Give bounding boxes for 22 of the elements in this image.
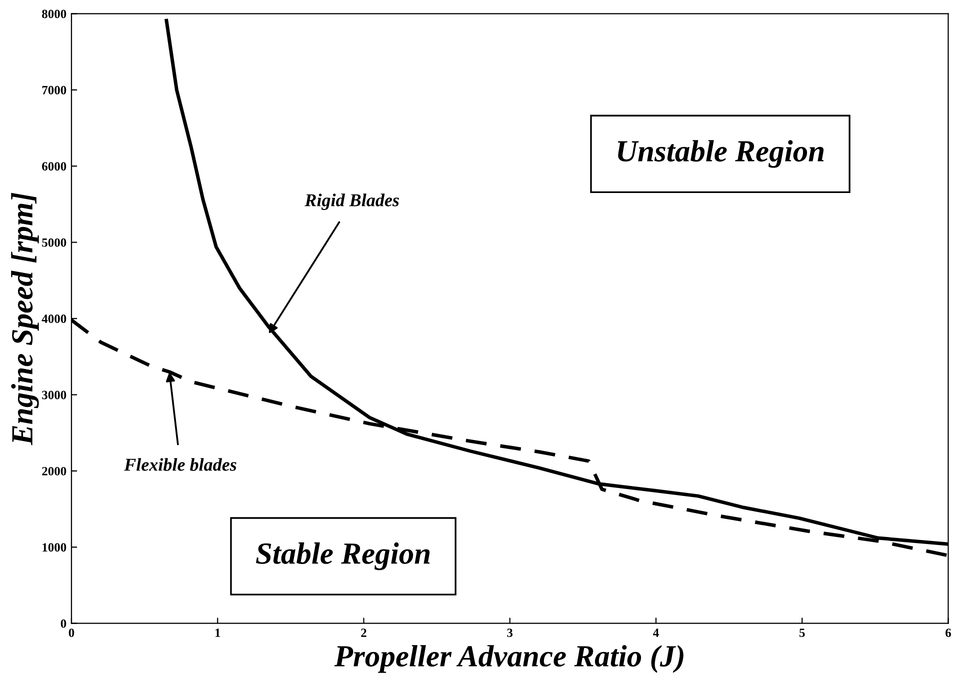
x-axis-title: Propeller Advance Ratio (J)	[334, 645, 684, 673]
x-tick-label: 4	[653, 628, 659, 637]
y-tick-label: 4000	[42, 314, 66, 323]
y-tick-label: 3000	[42, 390, 66, 400]
y-tick-label: 6000	[42, 162, 66, 171]
annotation: Flexible blades	[124, 458, 236, 471]
x-tick-label: 2	[361, 628, 366, 637]
y-tick-label: 8000	[42, 10, 66, 18]
y-tick-label: 2000	[42, 466, 66, 476]
annotation: Stable Region	[256, 542, 430, 570]
x-tick-label: 3	[507, 628, 513, 638]
annotation: Rigid Blades	[304, 194, 399, 210]
y-tick-label: 5000	[42, 238, 66, 247]
y-tick-label: 0	[60, 619, 66, 628]
x-tick-label: 1	[215, 628, 220, 637]
x-tick-label: 6	[946, 628, 951, 638]
y-axis-title: Engine Speed [rpm]	[11, 192, 39, 446]
x-tick-label: 5	[799, 628, 805, 638]
x-tick-label: 0	[68, 628, 74, 638]
y-tick-label: 7000	[42, 86, 66, 94]
annotation: Unstable Region	[618, 140, 824, 168]
y-tick-label: 1000	[42, 543, 66, 552]
